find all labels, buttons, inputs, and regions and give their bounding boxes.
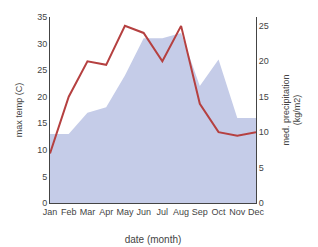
svg-text:5: 5 — [259, 163, 264, 173]
svg-text:Feb: Feb — [61, 207, 77, 217]
svg-text:Mar: Mar — [80, 207, 96, 217]
svg-text:25: 25 — [37, 65, 47, 75]
svg-text:0: 0 — [259, 198, 264, 208]
svg-text:med. precipitation(kg/m2): med. precipitation(kg/m2) — [281, 74, 303, 145]
svg-text:25: 25 — [259, 21, 269, 31]
svg-text:Apr: Apr — [99, 207, 113, 217]
svg-text:10: 10 — [37, 145, 47, 155]
svg-text:0: 0 — [42, 198, 47, 208]
svg-text:date (month): date (month) — [125, 234, 182, 245]
svg-text:Aug: Aug — [173, 207, 189, 217]
svg-text:20: 20 — [37, 92, 47, 102]
svg-text:20: 20 — [259, 56, 269, 66]
svg-text:Nov: Nov — [229, 207, 246, 217]
svg-text:15: 15 — [37, 118, 47, 128]
svg-text:10: 10 — [259, 127, 269, 137]
svg-text:5: 5 — [42, 172, 47, 182]
svg-text:30: 30 — [37, 39, 47, 49]
svg-text:Oct: Oct — [212, 207, 227, 217]
svg-text:Dec: Dec — [248, 207, 265, 217]
svg-text:Sep: Sep — [192, 207, 208, 217]
svg-text:Jan: Jan — [43, 207, 58, 217]
svg-text:May: May — [116, 207, 134, 217]
svg-text:35: 35 — [37, 12, 47, 22]
svg-text:max temp (C): max temp (C) — [14, 83, 24, 138]
svg-text:Jun: Jun — [136, 207, 151, 217]
svg-text:Jul: Jul — [157, 207, 169, 217]
svg-text:15: 15 — [259, 92, 269, 102]
